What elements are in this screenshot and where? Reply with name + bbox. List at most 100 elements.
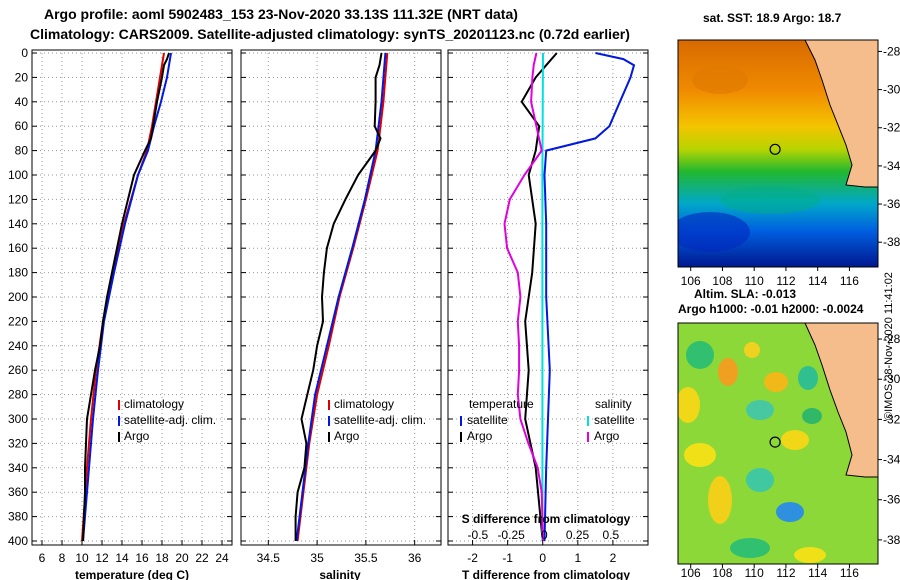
- x-tick-label: 35.5: [354, 551, 378, 565]
- y-tick-label: 240: [8, 339, 28, 353]
- map-y-tick-label: -32: [883, 412, 900, 426]
- sla-anomaly: [708, 476, 732, 524]
- y-tick-label: 180: [8, 266, 28, 280]
- y-tick-label: 160: [8, 241, 28, 255]
- difference-legend: temperature salinity satellite Argo sate…: [460, 397, 635, 443]
- legend-argo-label: Argo: [334, 429, 360, 443]
- sla-anomaly: [746, 400, 774, 420]
- sla-anomaly: [686, 341, 714, 369]
- x-tick-label: 10: [75, 551, 89, 565]
- y-tick-label: 20: [15, 70, 29, 84]
- map-y-tick-label: -30: [883, 372, 900, 386]
- series-line-argo: [82, 52, 170, 542]
- y-tick-label: 400: [8, 534, 28, 548]
- x-tick-label: 22: [195, 551, 209, 565]
- x-tick-label: 12: [95, 551, 109, 565]
- sla-map-frame: [677, 322, 879, 565]
- top-tick-label: 0: [541, 528, 548, 542]
- map-x-tick-label: 106: [681, 274, 701, 288]
- map-x-tick-label: 114: [808, 274, 827, 288]
- legend-title-temperature: temperature: [469, 397, 534, 411]
- map-x-tick-label: 108: [712, 274, 732, 288]
- argo-float-marker[interactable]: [769, 436, 781, 448]
- y-tick-label: 60: [15, 119, 29, 133]
- series-line-temperature-satellite: [543, 52, 636, 542]
- sla-anomaly: [744, 342, 760, 358]
- sla-anomaly: [802, 408, 822, 424]
- x-tick-label: -2: [467, 551, 478, 565]
- legend-argo-label: Argo: [124, 429, 150, 443]
- sla-anomaly: [781, 430, 809, 450]
- sla-anomaly: [718, 358, 738, 386]
- sla-map[interactable]: [676, 323, 878, 564]
- map-x-tick-label: 108: [712, 566, 732, 580]
- y-tick-label: 360: [8, 485, 28, 499]
- x-tick-label: 6: [39, 551, 46, 565]
- header-title-line2: Climatology: CARS2009. Satellite-adjuste…: [30, 26, 630, 42]
- legend-satellite-label: satellite-adj. clim.: [124, 413, 216, 427]
- y-tick-label: 40: [15, 95, 29, 109]
- series-line-temperature-argo: [520, 52, 558, 542]
- y-tick-label: 300: [8, 412, 28, 426]
- sla-anomaly: [746, 468, 774, 492]
- x-tick-label: 34.5: [257, 551, 281, 565]
- sst-warm-eddy: [692, 66, 748, 94]
- series-line-salinity-satellite: [541, 52, 544, 541]
- difference-xlabel: T difference from climatology: [462, 568, 630, 580]
- y-tick-label: 220: [8, 314, 28, 328]
- y-tick-label: 320: [8, 436, 28, 450]
- legend-sal-argo-label: Argo: [594, 429, 620, 443]
- map-x-tick-label: 106: [681, 566, 701, 580]
- x-tick-label: -1: [502, 551, 513, 565]
- y-tick-label: 140: [8, 217, 28, 231]
- legend-temp-argo-label: Argo: [467, 429, 493, 443]
- map-x-tick-label: 110: [745, 566, 764, 580]
- series-line-salinity-argo: [503, 52, 544, 542]
- sla-map-title: Altim. SLA: -0.013: [694, 287, 797, 301]
- map-x-tick-label: 110: [745, 274, 764, 288]
- y-tick-label: 260: [8, 363, 28, 377]
- x-tick-label: 35: [310, 551, 324, 565]
- land-australia: [805, 323, 878, 477]
- top-tick-label: 0.25: [566, 528, 590, 542]
- x-tick-label: 20: [175, 551, 189, 565]
- series-line-argo: [294, 52, 383, 541]
- y-tick-label: 0: [21, 46, 28, 60]
- map-y-tick-label: -36: [883, 493, 900, 507]
- salinity-xlabel: salinity: [319, 568, 361, 580]
- coastline: [804, 323, 878, 478]
- legend-climatology-label: climatology: [124, 397, 184, 411]
- map-y-tick-label: -34: [883, 159, 900, 173]
- x-tick-label: 36: [408, 551, 422, 565]
- map-x-tick-label: 116: [840, 566, 859, 580]
- legend-title-salinity: salinity: [595, 397, 632, 411]
- map-x-tick-label: 112: [776, 566, 795, 580]
- sst-map[interactable]: [670, 40, 878, 267]
- map-y-tick-label: -30: [883, 83, 900, 97]
- sla-anomaly: [764, 372, 788, 392]
- y-tick-label: 340: [8, 461, 28, 475]
- sla-anomaly: [798, 366, 818, 390]
- top-tick-label: 0.5: [602, 528, 619, 542]
- sla-anomaly: [684, 443, 716, 467]
- difference-top-axis-label: S difference from climatology: [462, 512, 631, 526]
- x-tick-label: 1: [574, 551, 581, 565]
- map-x-tick-label: 112: [776, 274, 795, 288]
- y-tick-label: 100: [8, 168, 28, 182]
- sla-anomaly: [794, 547, 826, 563]
- top-tick-label: -0.25: [497, 528, 525, 542]
- y-tick-label: 280: [8, 388, 28, 402]
- sst-front: [720, 186, 820, 214]
- map-y-tick-label: -28: [883, 44, 900, 58]
- x-tick-label: 16: [135, 551, 149, 565]
- x-tick-label: 2: [610, 551, 617, 565]
- height-map-title: Argo h1000: -0.01 h2000: -0.0024: [678, 302, 864, 316]
- temperature-xlabel: temperature (deg C): [75, 568, 189, 580]
- y-tick-label: 380: [8, 510, 28, 524]
- argo-float-marker[interactable]: [769, 143, 781, 155]
- sst-map-title: sat. SST: 18.9 Argo: 18.7: [703, 11, 842, 25]
- map-y-tick-label: -36: [883, 197, 900, 211]
- legend-sal-satellite-label: satellite: [594, 413, 635, 427]
- map-y-tick-label: -28: [883, 332, 900, 346]
